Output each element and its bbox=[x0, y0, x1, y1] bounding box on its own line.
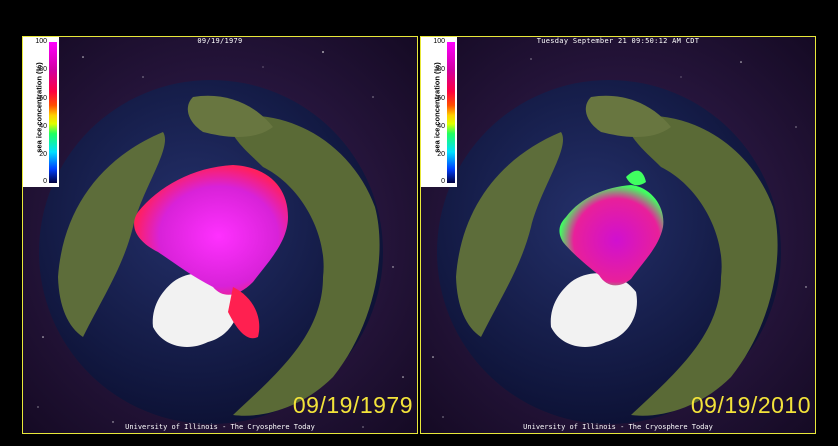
greenland bbox=[550, 273, 637, 347]
legend-tick: 40 bbox=[39, 123, 47, 130]
legend-tick: 20 bbox=[437, 151, 445, 158]
legend-tick: 60 bbox=[437, 95, 445, 102]
ice-legend: sea ice concentration (%) 100 80 60 40 2… bbox=[421, 37, 457, 187]
map-panel-1979: sea ice concentration (%) 100 80 60 40 2… bbox=[22, 36, 418, 434]
ice-edge-2010 bbox=[626, 170, 646, 186]
legend-tick: 60 bbox=[39, 95, 47, 102]
sea-ice-2010 bbox=[559, 185, 664, 286]
panel-footer: University of Illinois - The Cryosphere … bbox=[523, 423, 713, 431]
land-siberia-top bbox=[187, 95, 273, 137]
panel-header: 09/19/1979 bbox=[197, 37, 243, 45]
arctic-globe bbox=[39, 80, 383, 424]
legend-tick: 20 bbox=[39, 151, 47, 158]
legend-tick: 0 bbox=[43, 178, 47, 185]
legend-tick: 100 bbox=[35, 38, 47, 45]
legend-tick: 80 bbox=[437, 66, 445, 73]
land-eurasia bbox=[228, 115, 380, 416]
panel-footer: University of Illinois - The Cryosphere … bbox=[125, 423, 315, 431]
legend-color-bar bbox=[447, 42, 455, 183]
land-eurasia bbox=[626, 115, 778, 416]
legend-tick: 80 bbox=[39, 66, 47, 73]
panel-header: Tuesday September 21 09:50:12 AM CDT bbox=[536, 37, 700, 45]
legend-tick: 100 bbox=[433, 38, 445, 45]
legend-tick: 40 bbox=[437, 123, 445, 130]
ice-edge-1979 bbox=[228, 287, 260, 339]
map-panel-2010: sea ice concentration (%) 100 80 60 40 2… bbox=[420, 36, 816, 434]
legend-tick: 0 bbox=[441, 178, 445, 185]
date-stamp: 09/19/1979 bbox=[292, 392, 413, 418]
legend-color-bar bbox=[49, 42, 57, 183]
date-stamp: 09/19/2010 bbox=[690, 392, 811, 418]
ice-legend: sea ice concentration (%) 100 80 60 40 2… bbox=[23, 37, 59, 187]
arctic-globe bbox=[437, 80, 781, 424]
sea-ice-1979 bbox=[134, 165, 288, 295]
greenland bbox=[152, 273, 239, 347]
land-north-america bbox=[456, 132, 564, 337]
land-north-america bbox=[58, 132, 166, 337]
land-siberia-top bbox=[585, 95, 671, 137]
